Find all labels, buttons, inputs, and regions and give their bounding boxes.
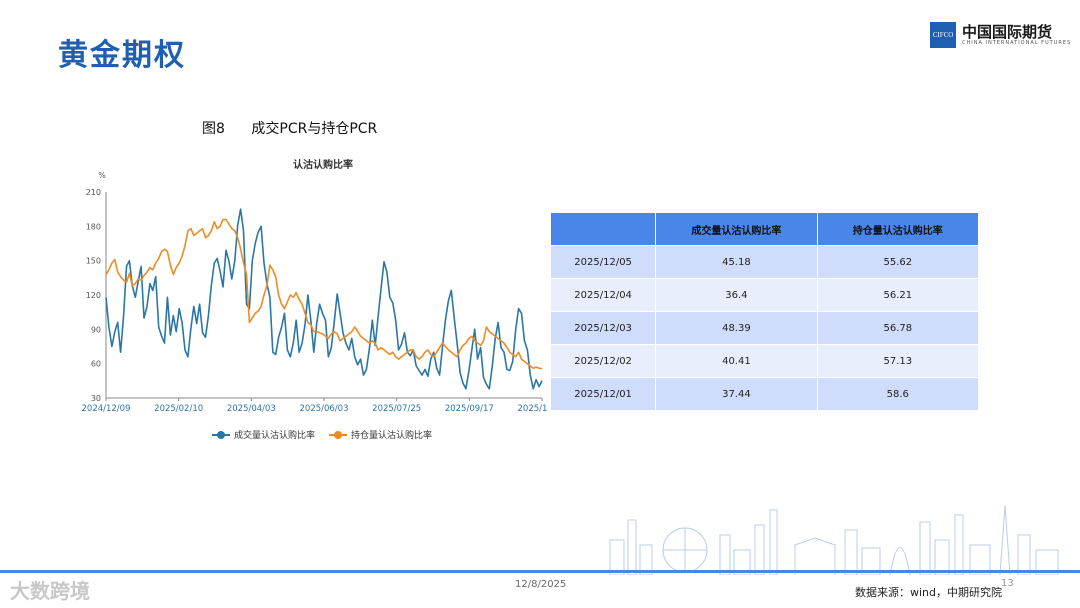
legend-item-volume: 成交量认沽认购比率 xyxy=(212,428,315,441)
chart-title: 认沽认购比率 xyxy=(293,160,353,171)
table-header-date xyxy=(549,212,657,246)
table-cell-date: 2025/12/01 xyxy=(549,377,657,411)
figure-caption-text: 成交PCR与持仓PCR xyxy=(251,121,378,137)
legend-swatch-volume xyxy=(212,430,230,440)
city-skyline-illustration xyxy=(609,504,1059,575)
x-tick-label: 2025/06/03 xyxy=(300,404,349,414)
y-axis-unit: % xyxy=(98,171,106,180)
table-cell-date: 2025/12/03 xyxy=(549,311,657,345)
table-cell-volume: 36.4 xyxy=(655,278,818,312)
table-cell-volume: 48.39 xyxy=(655,311,818,345)
table-cell-open-interest: 55.62 xyxy=(816,245,980,279)
y-tick-label: 150 xyxy=(86,257,101,266)
x-tick-label: 2025/09/17 xyxy=(445,404,494,414)
table-cell-open-interest: 57.13 xyxy=(816,344,980,378)
series-line-volume-pcr xyxy=(105,208,543,390)
page-title: 黄金期权 xyxy=(58,38,186,73)
page-number: 13 xyxy=(1001,578,1014,589)
chart-canvas: % 30 60 90 120 150 180 210 2024/12/09 2025/02/10 2… xyxy=(82,171,549,414)
footer-rule xyxy=(0,570,1080,573)
table-cell-volume: 45.18 xyxy=(655,245,818,279)
table-cell-date: 2025/12/05 xyxy=(549,245,657,279)
brand-name-en: CHINA INTERNATIONAL FUTURES xyxy=(962,39,1072,46)
table-cell-date: 2025/12/04 xyxy=(549,278,657,312)
footer-date: 12/8/2025 xyxy=(515,579,567,590)
legend-label-volume: 成交量认沽认购比率 xyxy=(234,431,316,441)
table-header-open-interest: 持仓量认沽认购比率 xyxy=(816,212,980,246)
brand-mark: CIFCO xyxy=(930,22,956,48)
table-row: 2025/12/02 40.41 57.13 xyxy=(549,344,980,378)
chart-legend: 成交量认沽认购比率 持仓量认沽认购比率 xyxy=(212,428,432,441)
brand-logo: CIFCO 中国国际期货 CHINA INTERNATIONAL FUTURES xyxy=(930,22,1071,48)
table-cell-open-interest: 56.78 xyxy=(816,311,980,345)
figure-number: 图8 xyxy=(202,121,225,137)
table-cell-date: 2025/12/02 xyxy=(549,344,657,378)
table-row: 2025/12/05 45.18 55.62 xyxy=(549,245,980,279)
table-row: 2025/12/01 37.44 58.6 xyxy=(549,377,980,411)
x-tick-label: 2025/04/03 xyxy=(227,404,276,414)
table-header-volume: 成交量认沽认购比率 xyxy=(655,212,818,246)
table-cell-open-interest: 56.21 xyxy=(816,278,980,312)
brand-name-cn: 中国国际期货 xyxy=(962,22,1053,41)
pcr-table: 成交量认沽认购比率 持仓量认沽认购比率 2025/12/05 45.18 55.… xyxy=(549,212,980,411)
legend-swatch-open-interest xyxy=(329,430,348,440)
y-tick-label: 60 xyxy=(91,360,101,369)
pcr-chart: 认沽认购比率 % 30 60 90 120 150 180 210 2024/12/09 2025… xyxy=(78,150,549,450)
legend-item-open-interest: 持仓量认沽认购比率 xyxy=(329,428,432,441)
x-tick-label: 2025/11/18 xyxy=(518,404,549,414)
y-tick-label: 30 xyxy=(91,394,101,403)
watermark: 大数跨境 xyxy=(10,579,90,603)
legend-label-open-interest: 持仓量认沽认购比率 xyxy=(351,431,433,441)
x-tick-label: 2024/12/09 xyxy=(82,404,131,414)
data-source: 数据来源：wind，中期研究院 xyxy=(855,586,1003,599)
x-tick-label: 2025/02/10 xyxy=(154,404,203,414)
y-tick-label: 210 xyxy=(86,188,101,197)
table-cell-volume: 37.44 xyxy=(655,377,818,411)
y-tick-label: 180 xyxy=(86,222,101,231)
series-line-open-interest-pcr xyxy=(105,218,543,370)
table-row: 2025/12/04 36.4 56.21 xyxy=(549,278,980,312)
y-tick-label: 120 xyxy=(86,291,101,300)
figure-caption: 图8 成交PCR与持仓PCR xyxy=(202,118,399,138)
table-cell-volume: 40.41 xyxy=(655,344,818,378)
table-row: 2025/12/03 48.39 56.78 xyxy=(549,311,980,345)
table-cell-open-interest: 58.6 xyxy=(816,377,980,411)
y-tick-label: 90 xyxy=(91,325,101,334)
x-tick-label: 2025/07/25 xyxy=(372,404,421,414)
